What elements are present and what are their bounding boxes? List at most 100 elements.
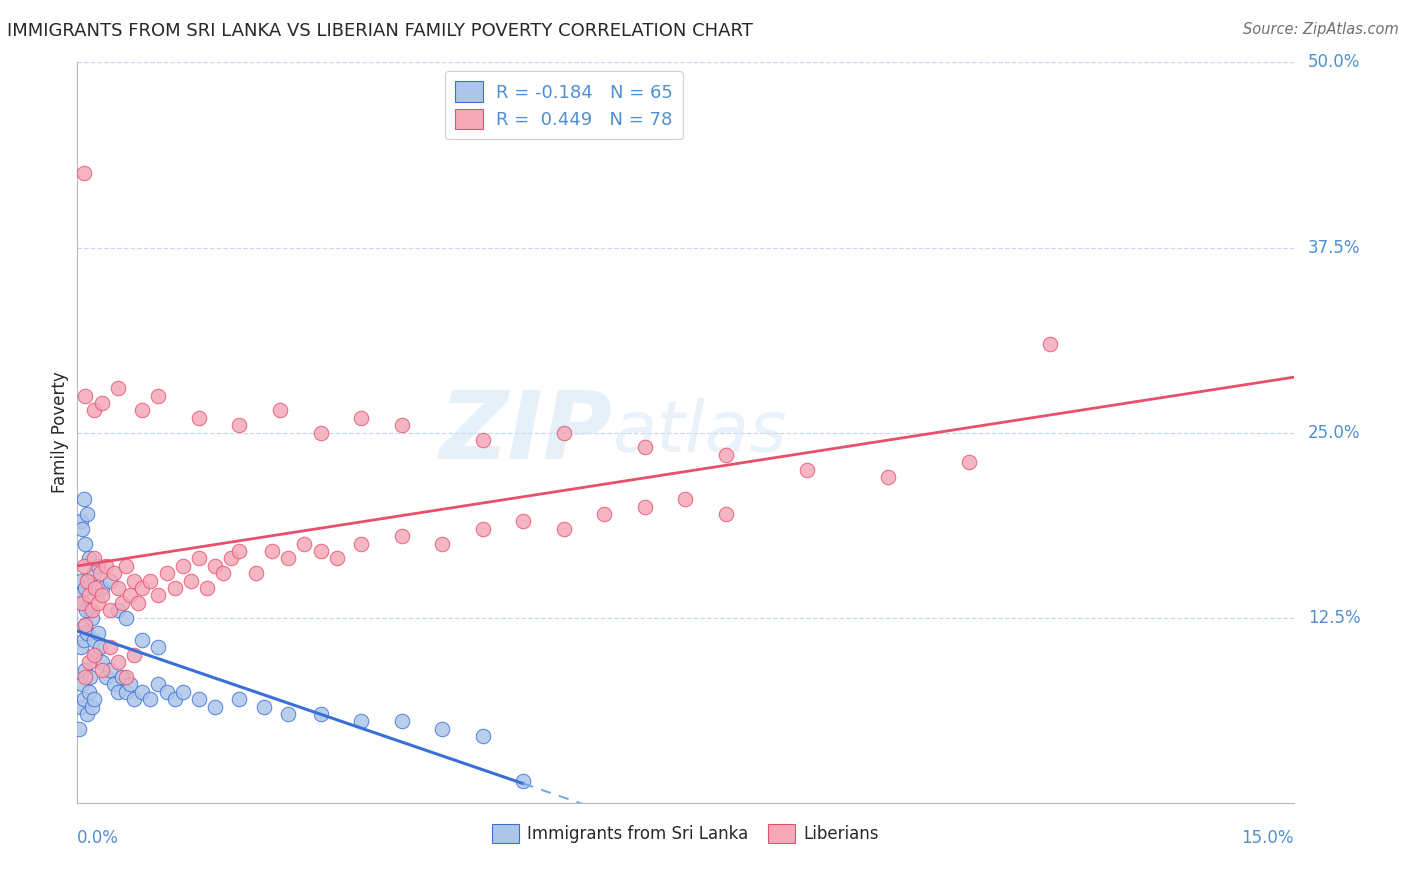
Point bbox=[70, 574, 93, 588]
Point bbox=[79, 670, 101, 684]
Point bbox=[195, 581, 218, 595]
Point bbox=[79, 589, 101, 603]
Point bbox=[75, 663, 97, 677]
Point bbox=[107, 381, 129, 395]
Point bbox=[877, 470, 900, 484]
Point bbox=[172, 685, 194, 699]
Point bbox=[70, 677, 93, 691]
Point bbox=[172, 558, 194, 573]
Point bbox=[83, 692, 105, 706]
Legend: Immigrants from Sri Lanka, Liberians: Immigrants from Sri Lanka, Liberians bbox=[485, 817, 886, 850]
Text: 0.0%: 0.0% bbox=[77, 829, 120, 847]
Point bbox=[245, 566, 267, 581]
Point bbox=[98, 640, 121, 655]
Point bbox=[148, 677, 170, 691]
Point bbox=[634, 500, 657, 514]
Point bbox=[70, 640, 93, 655]
Point bbox=[204, 699, 226, 714]
Point bbox=[86, 596, 108, 610]
Point bbox=[75, 670, 97, 684]
Point bbox=[188, 692, 211, 706]
Point bbox=[163, 581, 186, 595]
Point bbox=[714, 507, 737, 521]
Point bbox=[115, 670, 138, 684]
Point bbox=[90, 396, 112, 410]
Point bbox=[70, 596, 93, 610]
Point bbox=[90, 589, 112, 603]
Text: 37.5%: 37.5% bbox=[1308, 238, 1361, 257]
Point bbox=[796, 462, 818, 476]
Point bbox=[103, 677, 125, 691]
Point bbox=[471, 729, 494, 743]
Point bbox=[309, 706, 332, 721]
Point bbox=[675, 492, 697, 507]
Point bbox=[80, 610, 103, 624]
Point bbox=[75, 618, 97, 632]
Point bbox=[260, 544, 283, 558]
Point bbox=[79, 551, 101, 566]
Point bbox=[69, 699, 91, 714]
Point bbox=[292, 536, 315, 550]
Point bbox=[90, 581, 112, 595]
Point bbox=[83, 566, 105, 581]
Point bbox=[277, 706, 299, 721]
Point bbox=[111, 596, 134, 610]
Point bbox=[430, 722, 453, 736]
Point bbox=[77, 685, 100, 699]
Point bbox=[391, 714, 413, 729]
Point bbox=[115, 610, 138, 624]
Point bbox=[98, 663, 121, 677]
Point bbox=[228, 544, 250, 558]
Y-axis label: Family Poverty: Family Poverty bbox=[51, 372, 69, 493]
Point bbox=[326, 551, 349, 566]
Point bbox=[430, 536, 453, 550]
Point bbox=[86, 558, 108, 573]
Point bbox=[76, 706, 98, 721]
Point bbox=[350, 536, 373, 550]
Point bbox=[107, 685, 129, 699]
Point bbox=[79, 655, 101, 669]
Point bbox=[98, 603, 121, 617]
Text: ZIP: ZIP bbox=[440, 386, 613, 479]
Point bbox=[115, 558, 138, 573]
Point bbox=[634, 441, 657, 455]
Point bbox=[118, 677, 141, 691]
Point bbox=[714, 448, 737, 462]
Point bbox=[76, 507, 98, 521]
Point bbox=[593, 507, 616, 521]
Point bbox=[122, 648, 145, 662]
Point bbox=[391, 529, 413, 543]
Point bbox=[89, 640, 111, 655]
Point bbox=[83, 648, 105, 662]
Point bbox=[73, 166, 96, 180]
Point bbox=[89, 566, 111, 581]
Point bbox=[139, 692, 162, 706]
Point bbox=[553, 522, 575, 536]
Point bbox=[75, 536, 97, 550]
Point bbox=[221, 551, 243, 566]
Point bbox=[84, 648, 107, 662]
Point bbox=[155, 566, 177, 581]
Point bbox=[553, 425, 575, 440]
Text: IMMIGRANTS FROM SRI LANKA VS LIBERIAN FAMILY POVERTY CORRELATION CHART: IMMIGRANTS FROM SRI LANKA VS LIBERIAN FA… bbox=[7, 22, 752, 40]
Point bbox=[131, 403, 153, 417]
Point bbox=[83, 551, 105, 566]
Point bbox=[188, 551, 211, 566]
Point bbox=[148, 388, 170, 402]
Point bbox=[76, 625, 98, 640]
Point bbox=[118, 589, 141, 603]
Point bbox=[86, 625, 108, 640]
Text: 25.0%: 25.0% bbox=[1308, 424, 1361, 442]
Point bbox=[188, 410, 211, 425]
Point bbox=[212, 566, 235, 581]
Text: 15.0%: 15.0% bbox=[1241, 829, 1294, 847]
Point bbox=[107, 655, 129, 669]
Point bbox=[70, 522, 93, 536]
Point bbox=[67, 722, 90, 736]
Point bbox=[512, 515, 534, 529]
Point bbox=[98, 574, 121, 588]
Point bbox=[75, 388, 97, 402]
Point bbox=[139, 574, 162, 588]
Point bbox=[471, 522, 494, 536]
Point bbox=[107, 603, 129, 617]
